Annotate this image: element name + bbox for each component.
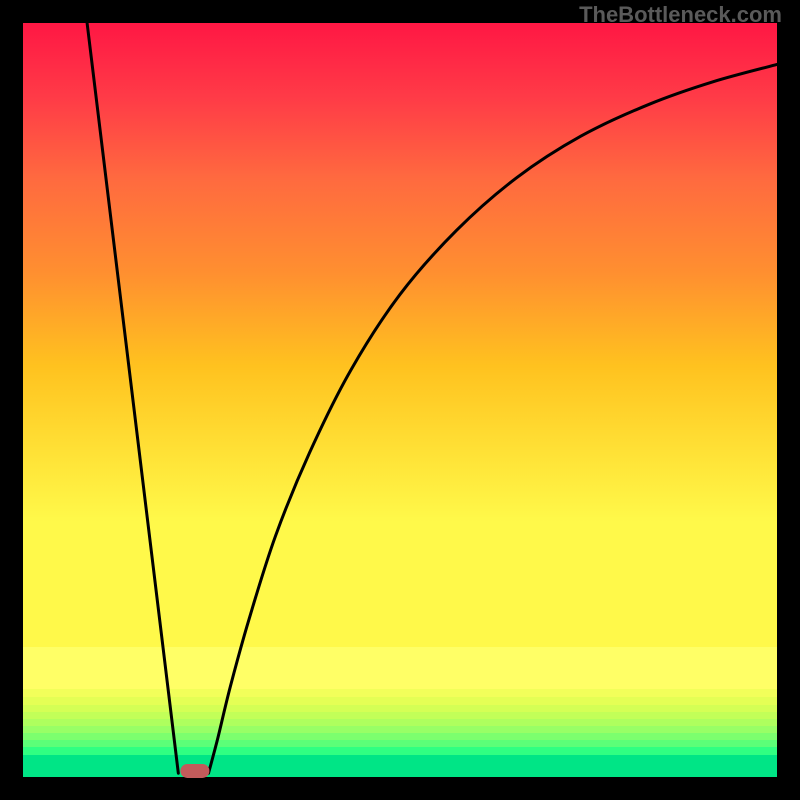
watermark-text: TheBottleneck.com [579, 2, 782, 28]
bottleneck-chart: TheBottleneck.com [0, 0, 800, 800]
optimal-marker [180, 764, 209, 778]
bottleneck-curve [23, 23, 777, 777]
plot-area [23, 23, 777, 777]
